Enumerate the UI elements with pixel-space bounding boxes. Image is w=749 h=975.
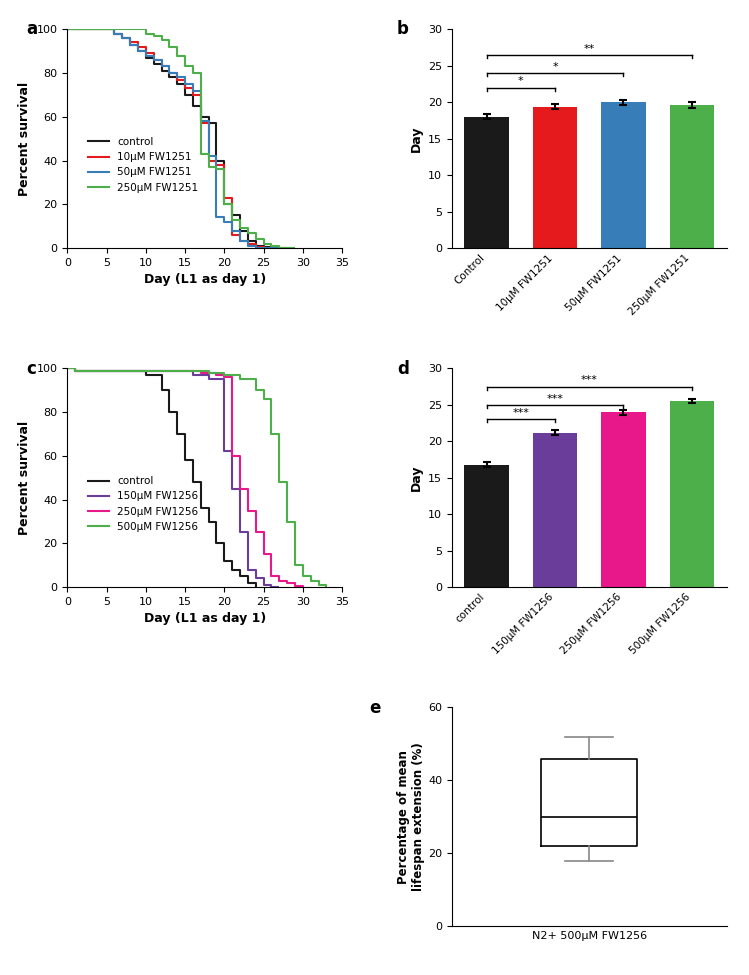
Text: e: e <box>369 699 381 717</box>
Bar <box>533 433 577 587</box>
Bar <box>670 105 714 248</box>
Legend: control, 10μM FW1251, 50μM FW1251, 250μM FW1251: control, 10μM FW1251, 50μM FW1251, 250μM… <box>84 133 202 197</box>
Bar <box>601 102 646 248</box>
Y-axis label: Percent survival: Percent survival <box>18 420 31 535</box>
Y-axis label: Day: Day <box>410 126 422 152</box>
Y-axis label: Percent survival: Percent survival <box>18 82 31 196</box>
Text: c: c <box>26 360 36 377</box>
Bar <box>601 412 646 587</box>
Text: **: ** <box>583 44 595 54</box>
Text: a: a <box>26 20 37 38</box>
Text: ***: *** <box>547 394 563 404</box>
Text: *: * <box>552 61 558 72</box>
Y-axis label: Day: Day <box>410 464 422 491</box>
X-axis label: Day (L1 as day 1): Day (L1 as day 1) <box>144 612 266 625</box>
X-axis label: Day (L1 as day 1): Day (L1 as day 1) <box>144 273 266 287</box>
Bar <box>670 401 714 587</box>
Bar <box>533 106 577 248</box>
Legend: control, 150μM FW1256, 250μM FW1256, 500μM FW1256: control, 150μM FW1256, 250μM FW1256, 500… <box>84 472 202 536</box>
Text: ***: *** <box>512 409 530 418</box>
Bar <box>464 465 509 587</box>
Text: d: d <box>397 360 409 377</box>
Text: *: * <box>518 76 524 87</box>
Y-axis label: Percentage of mean
lifespan extension (%): Percentage of mean lifespan extension (%… <box>397 743 425 891</box>
Text: ***: *** <box>580 375 598 385</box>
Text: b: b <box>397 20 409 38</box>
Bar <box>464 117 509 248</box>
